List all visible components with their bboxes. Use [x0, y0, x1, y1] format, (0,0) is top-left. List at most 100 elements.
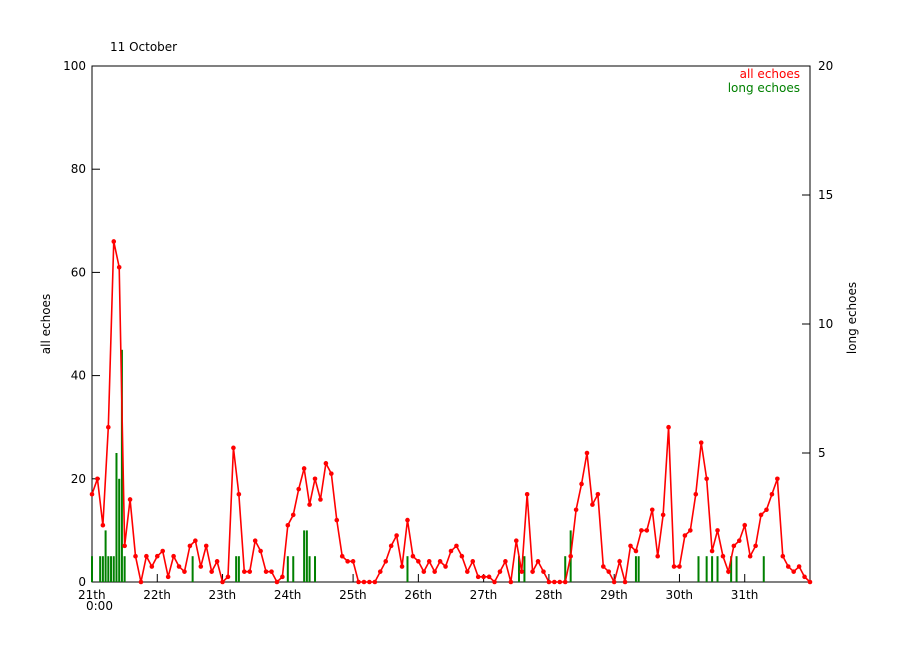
bar — [711, 556, 714, 582]
x-tick-sublabel: 0:00 — [86, 599, 113, 613]
marker — [388, 543, 394, 549]
marker — [552, 579, 557, 585]
marker — [138, 579, 144, 585]
marker — [421, 569, 427, 574]
marker — [296, 486, 301, 492]
y-tick-label: 60 — [71, 265, 86, 279]
marker — [448, 548, 454, 554]
marker — [688, 528, 693, 533]
bar — [107, 556, 110, 582]
marker — [426, 559, 432, 564]
y-tick-label: 40 — [71, 369, 86, 383]
marker — [753, 543, 758, 549]
marker — [541, 569, 546, 574]
bar — [517, 556, 520, 582]
marker — [350, 559, 356, 564]
marker — [160, 548, 166, 554]
marker — [715, 528, 720, 533]
marker — [280, 574, 285, 580]
marker — [394, 533, 399, 538]
marker — [356, 579, 361, 585]
y2-tick-label: 5 — [818, 446, 826, 460]
marker — [410, 553, 416, 559]
marker — [144, 553, 149, 559]
y2-tick-label: 20 — [818, 59, 833, 73]
x-tick-label: 24th — [274, 588, 302, 602]
bar — [314, 556, 317, 582]
marker — [334, 517, 340, 523]
y-tick-label: 20 — [71, 472, 86, 486]
marker — [513, 538, 519, 544]
marker — [660, 512, 666, 518]
marker — [644, 528, 650, 533]
marker — [307, 502, 312, 507]
bar — [292, 556, 295, 582]
marker — [475, 574, 481, 580]
marker — [633, 548, 639, 554]
marker — [628, 543, 633, 549]
marker — [622, 579, 628, 585]
marker — [323, 461, 329, 466]
marker — [742, 522, 748, 528]
marker — [655, 553, 660, 559]
bar — [406, 556, 409, 582]
legend-label: long echoes — [728, 81, 800, 95]
marker — [95, 476, 100, 482]
marker — [606, 569, 612, 574]
marker — [361, 579, 367, 585]
marker — [377, 569, 383, 574]
bar — [120, 349, 123, 582]
marker — [176, 564, 182, 569]
marker — [432, 569, 437, 574]
bar — [110, 556, 113, 582]
bar — [101, 556, 104, 582]
marker — [573, 507, 579, 513]
marker — [100, 522, 106, 528]
marker — [127, 497, 133, 502]
bar — [112, 556, 115, 582]
marker — [796, 564, 802, 569]
marker — [492, 579, 497, 585]
marker — [225, 574, 231, 580]
marker — [775, 476, 780, 482]
marker — [557, 579, 563, 585]
bar — [191, 556, 194, 582]
marker — [416, 559, 421, 564]
marker — [465, 569, 470, 574]
marker — [193, 538, 198, 544]
marker — [769, 491, 775, 497]
marker — [122, 543, 127, 549]
marker — [269, 569, 274, 574]
marker — [807, 579, 813, 585]
marker — [367, 579, 372, 585]
bar — [118, 478, 121, 582]
y-axis-label: all echoes — [39, 294, 53, 354]
marker — [720, 553, 726, 559]
marker — [345, 559, 350, 564]
marker — [639, 528, 644, 533]
marker — [231, 445, 236, 451]
bar — [735, 556, 738, 582]
bar — [564, 556, 567, 582]
marker — [780, 553, 786, 559]
marker — [470, 559, 476, 564]
marker — [116, 264, 122, 270]
marker — [242, 569, 247, 574]
marker — [443, 564, 448, 569]
marker — [731, 543, 737, 549]
bar — [716, 556, 719, 582]
bar — [237, 556, 240, 582]
x-tick-label: 25th — [339, 588, 367, 602]
marker — [524, 491, 530, 497]
marker — [111, 239, 117, 244]
chart-title: 11 October — [110, 40, 177, 54]
x-tick-label: 29th — [600, 588, 628, 602]
marker — [165, 574, 171, 580]
x-tick-label: 30th — [665, 588, 693, 602]
marker — [290, 512, 296, 518]
y2-axis-label: long echoes — [845, 282, 859, 354]
x-tick-label: 28th — [535, 588, 563, 602]
marker — [220, 579, 225, 585]
marker — [726, 569, 731, 574]
